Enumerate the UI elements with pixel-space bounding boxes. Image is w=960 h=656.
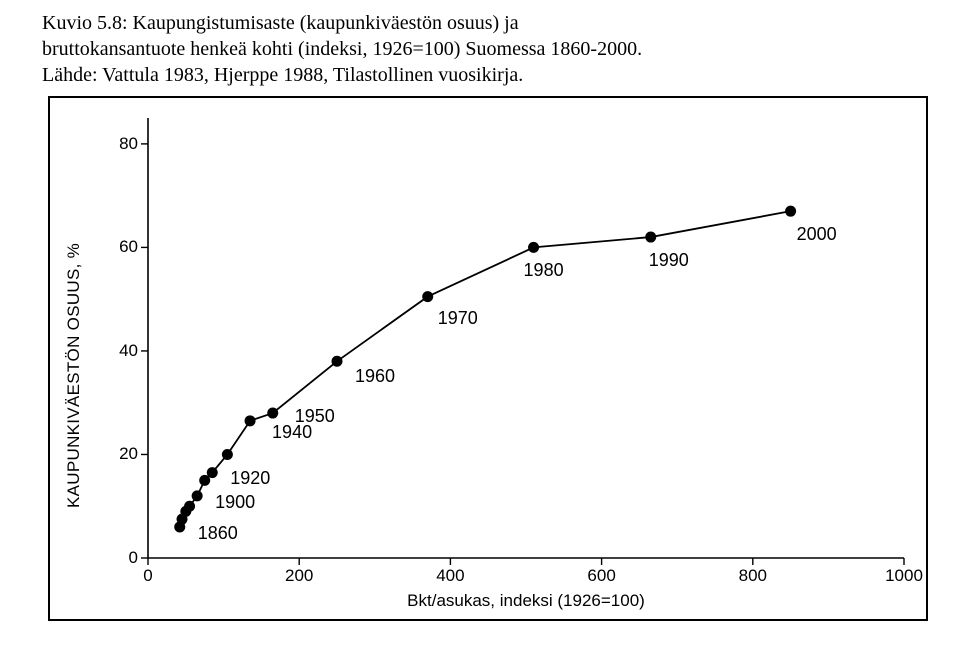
- x-tick-label: 400: [420, 566, 480, 586]
- chart-frame: KAUPUNKIVÄESTÖN OSUUS, % Bkt/asukas, ind…: [48, 96, 928, 621]
- scatter-plot: [148, 118, 904, 558]
- x-tick-label: 200: [269, 566, 329, 586]
- point-label: 1860: [198, 523, 238, 544]
- page-root: Kuvio 5.8: Kaupungistumisaste (kaupunkiv…: [0, 0, 960, 656]
- y-tick-label: 60: [98, 237, 138, 257]
- x-tick-label: 0: [118, 566, 178, 586]
- caption-line3: Lähde: Vattula 1983, Hjerppe 1988, Tilas…: [42, 64, 523, 86]
- caption-line2: bruttokansantuote henkeä kohti (indeksi,…: [42, 38, 642, 60]
- point-label: 1900: [215, 492, 255, 513]
- point-label: 1990: [649, 250, 689, 271]
- x-tick-label: 600: [572, 566, 632, 586]
- caption: Kuvio 5.8: Kaupungistumisaste (kaupunkiv…: [42, 10, 902, 88]
- x-axis-label: Bkt/asukas, indeksi (1926=100): [148, 591, 904, 611]
- y-tick-label: 40: [98, 341, 138, 361]
- y-axis-label: KAUPUNKIVÄESTÖN OSUUS, %: [64, 243, 84, 508]
- point-label: 2000: [797, 224, 837, 245]
- point-label: 1980: [524, 260, 564, 281]
- point-label: 1970: [438, 308, 478, 329]
- point-label: 1950: [295, 406, 335, 427]
- y-tick-label: 80: [98, 134, 138, 154]
- point-label: 1960: [355, 366, 395, 387]
- caption-line1: Kuvio 5.8: Kaupungistumisaste (kaupunkiv…: [42, 12, 519, 34]
- x-tick-label: 800: [723, 566, 783, 586]
- y-tick-label: 20: [98, 444, 138, 464]
- point-label: 1920: [230, 468, 270, 489]
- y-tick-label: 0: [98, 548, 138, 568]
- x-tick-label: 1000: [874, 566, 934, 586]
- plot-area: [148, 118, 904, 558]
